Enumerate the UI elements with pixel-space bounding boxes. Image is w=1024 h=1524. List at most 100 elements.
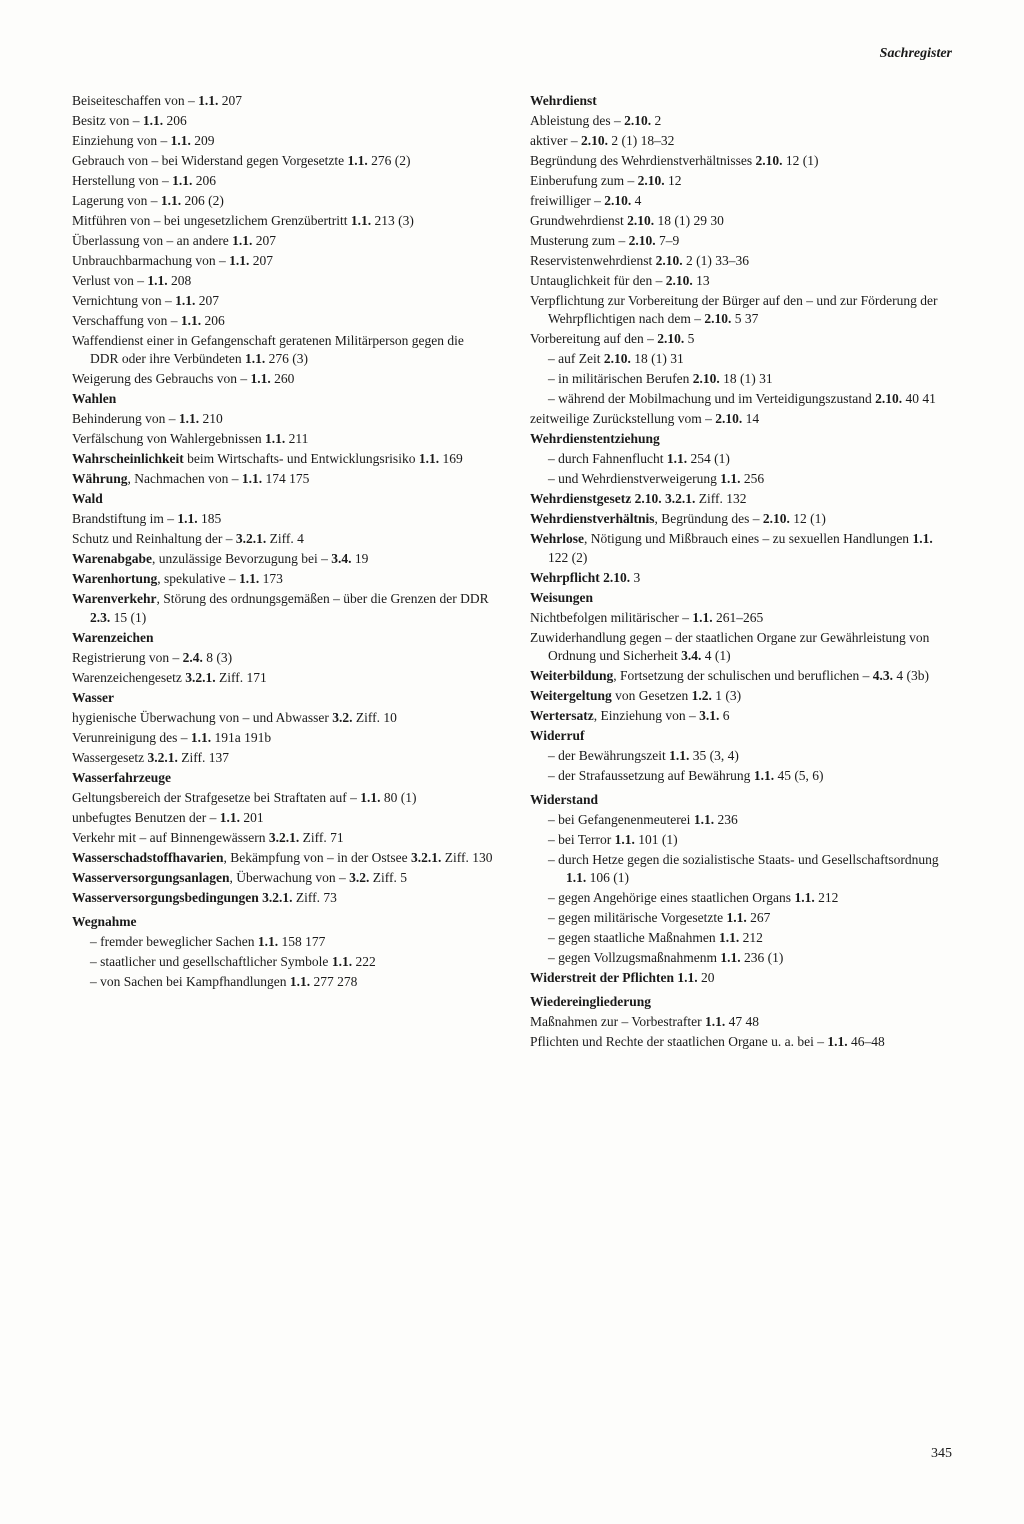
index-subentry: – der Bewährungszeit 1.1. 35 (3, 4) (530, 747, 952, 765)
index-entry: Verunreinigung des – 1.1. 191a 191b (72, 729, 494, 747)
index-entry: Warenhortung, spekulative – 1.1. 173 (72, 570, 494, 588)
index-entry: aktiver – 2.10. 2 (1) 18–32 (530, 132, 952, 150)
bold-ref: 2.4. (183, 650, 203, 665)
bold-ref: 3.2.1. (665, 491, 695, 506)
right-column: Wehrdienst Ableistung des – 2.10. 2 aktive… (530, 92, 952, 1054)
bold-ref: 1.1. (912, 531, 932, 546)
index-subentry: – gegen militärische Vorgesetzte 1.1. 26… (530, 909, 952, 927)
bold-ref: Währung (72, 471, 128, 486)
index-entry: Waffendienst einer in Gefangenschaft ger… (72, 332, 494, 368)
bold-ref: 2.10. (875, 391, 902, 406)
index-entry: Schutz und Reinhaltung der – 3.2.1. Ziff… (72, 530, 494, 548)
index-entry: Wasserfahrzeuge (72, 769, 494, 787)
bold-ref: 3.4. (331, 551, 351, 566)
bold-ref: Wahrscheinlichkeit (72, 451, 184, 466)
bold-ref: 1.1. (348, 153, 368, 168)
index-entry: Ableistung des – 2.10. 2 (530, 112, 952, 130)
index-entry: Warenverkehr, Störung des ordnungsgemäße… (72, 590, 494, 626)
bold-ref: 1.1. (239, 571, 259, 586)
bold-ref: 1.1. (198, 93, 218, 108)
bold-ref: 1.1. (794, 890, 814, 905)
left-column: Beiseiteschaffen von – 1.1. 207Besitz vo… (72, 92, 494, 1054)
index-entry: Wehrdienst (530, 92, 952, 110)
bold-ref: 3.1. (699, 708, 719, 723)
index-entry: unbefugtes Benutzen der – 1.1. 201 (72, 809, 494, 827)
bold-ref: Wehrdienstverhältnis (530, 511, 655, 526)
index-entry: Besitz von – 1.1. 206 (72, 112, 494, 130)
bold-ref: 1.1. (694, 812, 714, 827)
bold-ref: 2.10. (704, 311, 731, 326)
index-entry: Weigerung des Gebrauchs von – 1.1. 260 (72, 370, 494, 388)
bold-ref: 2.10. (604, 193, 631, 208)
bold-ref: 1.1. (720, 471, 740, 486)
index-entry: hygienische Überwachung von – und Abwass… (72, 709, 494, 727)
bold-ref: 2.10. (635, 491, 662, 506)
index-entry: Wertersatz, Einziehung von – 3.1. 6 (530, 707, 952, 725)
bold-ref: 2.10. (629, 233, 656, 248)
running-head: Sachregister (72, 45, 952, 64)
bold-ref: 1.2. (692, 688, 712, 703)
index-entry: Warenzeichen (72, 629, 494, 647)
bold-ref: Wiedereingliederung (530, 994, 651, 1009)
index-entry: Verschaffung von – 1.1. 206 (72, 312, 494, 330)
index-entry: Wegnahme (72, 913, 494, 931)
index-entry: Wehrpflicht 2.10. 3 (530, 569, 952, 587)
bold-ref: Wegnahme (72, 914, 137, 929)
index-entry: Wehrdienstverhältnis, Begründung des – 2… (530, 510, 952, 528)
index-subentry: – bei Gefangenenmeuterei 1.1. 236 (530, 811, 952, 829)
index-subentry: – gegen Angehörige eines staatlichen Org… (530, 889, 952, 907)
bold-ref: 2.10. (638, 173, 665, 188)
bold-ref: 2.10. (624, 113, 651, 128)
index-entry: Wehrdienstgesetz 2.10. 3.2.1. Ziff. 132 (530, 490, 952, 508)
bold-ref: Wahlen (72, 391, 116, 406)
bold-ref: Wehrlose (530, 531, 584, 546)
index-subentry: – und Wehrdienstverweigerung 1.1. 256 (530, 470, 952, 488)
bold-ref: Wertersatz (530, 708, 594, 723)
bold-ref: 1.1. (242, 471, 262, 486)
index-entry: Wasserversorgungsanlagen, Überwachung vo… (72, 869, 494, 887)
bold-ref: 1.1. (290, 974, 310, 989)
index-entry: Einberufung zum – 2.10. 12 (530, 172, 952, 190)
index-entry: Herstellung von – 1.1. 206 (72, 172, 494, 190)
bold-ref: 1.1. (332, 954, 352, 969)
index-subentry: – auf Zeit 2.10. 18 (1) 31 (530, 350, 952, 368)
bold-ref: Widerstreit der Pflichten (530, 970, 674, 985)
bold-ref: 1.1. (754, 768, 774, 783)
index-subentry: – gegen Vollzugsmaßnahmenm 1.1. 236 (1) (530, 949, 952, 967)
index-entry: Wald (72, 490, 494, 508)
bold-ref: 1.1. (181, 313, 201, 328)
bold-ref: 1.1. (177, 511, 197, 526)
bold-ref: 2.10. (603, 570, 630, 585)
index-entry: Behinderung von – 1.1. 210 (72, 410, 494, 428)
index-entry: Einziehung von – 1.1. 209 (72, 132, 494, 150)
index-entry: Mitführen von – bei ungesetzlichem Grenz… (72, 212, 494, 230)
bold-ref: 1.1. (175, 293, 195, 308)
bold-ref: 1.1. (419, 451, 439, 466)
bold-ref: 2.10. (604, 351, 631, 366)
index-entry: Weitergeltung von Gesetzen 1.2. 1 (3) (530, 687, 952, 705)
bold-ref: 1.1. (232, 233, 252, 248)
bold-ref: 1.1. (220, 810, 240, 825)
index-entry: Begründung des Wehrdienstverhältnisses 2… (530, 152, 952, 170)
index-entry: Untauglichkeit für den – 2.10. 13 (530, 272, 952, 290)
bold-ref: 1.1. (719, 930, 739, 945)
bold-ref: Widerstand (530, 792, 598, 807)
bold-ref: 2.10. (666, 273, 693, 288)
bold-ref: 1.1. (827, 1034, 847, 1049)
bold-ref: 1.1. (191, 730, 211, 745)
bold-ref: 3.2. (349, 870, 369, 885)
bold-ref: 1.1. (677, 970, 697, 985)
index-entry: Unbrauchbarmachung von – 1.1. 207 (72, 252, 494, 270)
index-entry: Brandstiftung im – 1.1. 185 (72, 510, 494, 528)
index-entry: Wehrdienstentziehung (530, 430, 952, 448)
index-entry: Wiedereingliederung (530, 993, 952, 1011)
bold-ref: 2.3. (90, 610, 110, 625)
bold-ref: 3.2.1. (262, 890, 292, 905)
index-subentry: – staatlicher und gesellschaftlicher Sym… (72, 953, 494, 971)
index-subentry: – durch Hetze gegen die sozialistische S… (530, 851, 952, 887)
index-subentry: – fremder beweglicher Sachen 1.1. 158 17… (72, 933, 494, 951)
bold-ref: 1.1. (251, 371, 271, 386)
index-entry: Weiterbildung, Fortsetzung der schulisch… (530, 667, 952, 685)
index-subentry: – gegen staatliche Maßnahmen 1.1. 212 (530, 929, 952, 947)
index-entry: Gebrauch von – bei Widerstand gegen Vorg… (72, 152, 494, 170)
